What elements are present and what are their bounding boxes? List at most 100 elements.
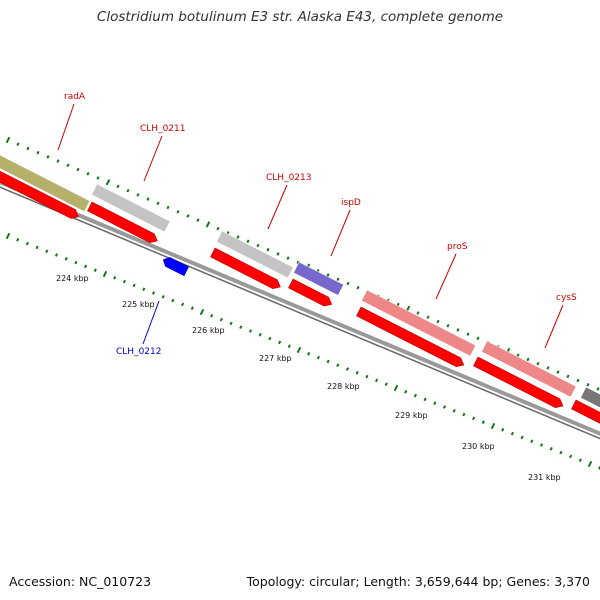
tick-dot [166,205,170,210]
tick-dot [199,308,205,316]
tick-dot [181,302,185,307]
tick-dot [126,188,130,193]
tick-dot [346,281,350,286]
backbone-line-inner [0,186,600,440]
tick-dot [122,279,126,284]
tick-dot [436,319,440,324]
tick-dot [404,390,408,394]
position-label: 230 kbp [462,442,495,451]
tick-dot [236,235,240,239]
position-label: 228 kbp [327,382,360,391]
tick-dot [216,226,220,231]
tick-dot [205,221,211,228]
tick-dot [248,329,253,333]
tick-dot [246,239,250,244]
tick-dot [356,285,360,290]
tick-dot [46,155,50,159]
position-label: 229 kbp [395,411,428,420]
tick-dot [16,238,20,242]
gene-leader-line [143,135,163,182]
tick-dot [345,367,350,371]
tick-dot [286,256,290,260]
cds-arrow-forward [0,165,79,219]
tick-dot [35,245,39,250]
tick-dot [476,336,480,341]
tick-dot [536,361,540,366]
tick-dot [576,378,580,383]
tick-dot [66,163,70,168]
tick-dot [526,357,530,362]
function-bar [216,230,294,279]
gene-leader-line [57,103,75,151]
tick-dot [76,167,80,172]
tick-dot [45,249,49,253]
tick-dot [105,179,111,186]
tick-dot [36,150,40,155]
tick-dot [156,201,160,206]
tick-dot [452,409,456,413]
tick-dot [151,291,156,295]
tick-dot [446,323,450,328]
gene-label: CLH_0211 [140,124,185,134]
gene-label: ispD [341,198,361,208]
function-bar [361,289,477,357]
tick-dot [176,209,180,214]
tick-dot [74,260,78,265]
tick-dot [510,431,514,436]
tick-dot [530,439,534,443]
tick-dot [433,401,437,405]
tick-dot [481,420,485,424]
tick-dot [219,317,223,322]
tick-dot [93,268,97,272]
tick-dot [490,422,496,430]
tick-dot [336,277,340,282]
cds-arrow-forward [288,278,333,307]
tick-dot [375,378,379,383]
tick-dot [5,232,11,240]
tick-dot [307,352,311,356]
tick-dot [549,447,553,451]
tick-dot [239,325,243,329]
position-label: 224 kbp [56,274,89,283]
tick-dot [25,241,29,246]
tick-dot [16,142,20,147]
tick-dot [56,159,60,163]
cds-arrow-forward [87,201,158,243]
tick-dot [256,243,260,248]
gene-label: CLH_0212 [116,347,161,357]
function-bar [293,261,344,296]
tick-dot [326,359,330,364]
gene-leader-line [544,304,564,349]
tick-dot [466,332,470,336]
tick-dot [393,384,399,392]
function-bar [91,183,171,233]
function-bar [580,386,600,417]
function-bar [0,149,91,212]
tick-dot [559,450,563,455]
tick-dot [26,146,30,151]
gene-labels: radA CLH_0211 CLH_0213 ispD proS cysS CLH_0212 [57,92,577,357]
tick-dot [84,264,88,269]
cds-arrow-reverse [162,257,189,277]
tick-dot [258,333,262,337]
tick-dot [384,382,388,386]
tick-dot [161,295,165,299]
tick-dot [365,374,369,379]
position-labels: 224 kbp 225 kbp 226 kbp 227 kbp 228 kbp 229 k… [56,274,561,482]
tick-dot [416,311,420,315]
tick-dot [171,298,175,303]
tick-dot [142,287,146,291]
cds-track [0,165,600,425]
tick-dot [64,257,68,261]
function-color-track [0,149,600,417]
tick-dot [556,370,560,374]
tick-dot [86,171,90,176]
position-label: 227 kbp [259,354,292,363]
tick-dot [316,355,320,360]
gene-leader-line [142,300,160,345]
tick-dot [355,371,359,375]
tick-dot [586,382,590,387]
map-title: Clostridium botulinum E3 str. Alaska E43… [96,9,504,25]
cds-arrow-forward [356,306,465,368]
cds-arrow-forward [210,247,281,289]
